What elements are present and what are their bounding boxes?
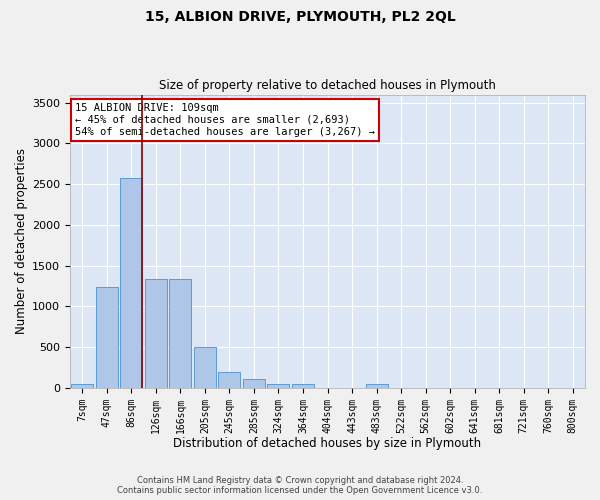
Bar: [268, 384, 289, 388]
Bar: [218, 372, 241, 388]
Title: Size of property relative to detached houses in Plymouth: Size of property relative to detached ho…: [159, 79, 496, 92]
Bar: [145, 278, 167, 388]
Text: 15 ALBION DRIVE: 109sqm
← 45% of detached houses are smaller (2,693)
54% of semi: 15 ALBION DRIVE: 109sqm ← 45% of detache…: [75, 104, 375, 136]
Bar: [71, 384, 94, 388]
Bar: [243, 380, 265, 388]
Bar: [365, 384, 388, 388]
Text: Contains HM Land Registry data © Crown copyright and database right 2024.
Contai: Contains HM Land Registry data © Crown c…: [118, 476, 482, 495]
Bar: [120, 178, 142, 388]
Text: 15, ALBION DRIVE, PLYMOUTH, PL2 2QL: 15, ALBION DRIVE, PLYMOUTH, PL2 2QL: [145, 10, 455, 24]
Bar: [169, 278, 191, 388]
Bar: [194, 347, 216, 388]
Bar: [96, 287, 118, 388]
X-axis label: Distribution of detached houses by size in Plymouth: Distribution of detached houses by size …: [173, 437, 482, 450]
Y-axis label: Number of detached properties: Number of detached properties: [15, 148, 28, 334]
Bar: [292, 384, 314, 388]
